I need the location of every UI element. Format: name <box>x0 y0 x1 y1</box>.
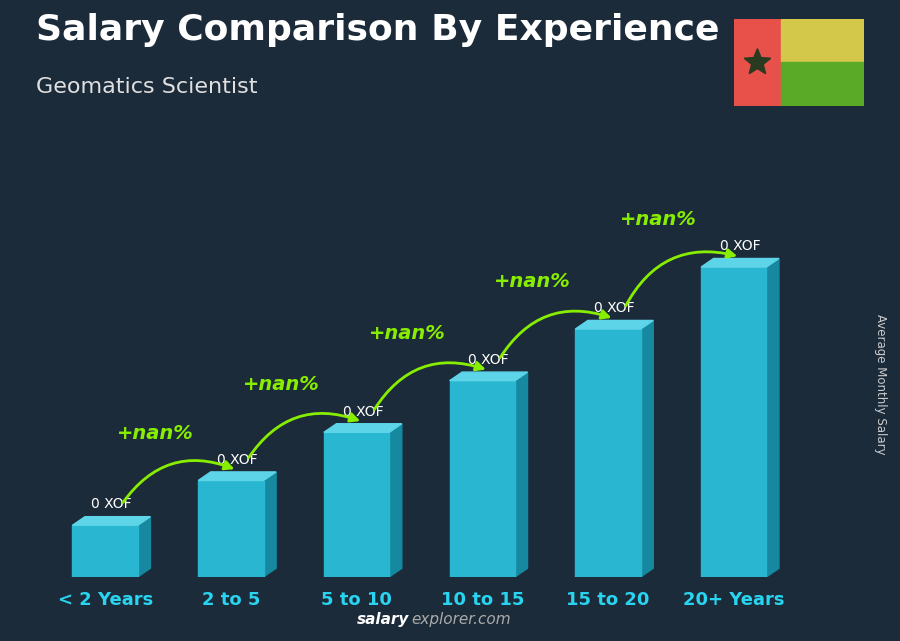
Text: 0 XOF: 0 XOF <box>91 497 131 512</box>
Polygon shape <box>767 258 779 577</box>
Text: +nan%: +nan% <box>243 376 320 394</box>
Polygon shape <box>138 517 150 577</box>
Text: Salary Comparison By Experience: Salary Comparison By Experience <box>36 13 719 47</box>
Text: 0 XOF: 0 XOF <box>594 301 634 315</box>
Polygon shape <box>198 472 276 481</box>
Text: +nan%: +nan% <box>620 210 697 229</box>
Bar <box>734 19 781 106</box>
Text: +nan%: +nan% <box>117 424 194 443</box>
Text: Average Monthly Salary: Average Monthly Salary <box>874 314 886 455</box>
Text: 0 XOF: 0 XOF <box>217 453 257 467</box>
Text: +nan%: +nan% <box>494 272 571 291</box>
Text: 0 XOF: 0 XOF <box>343 404 383 419</box>
Polygon shape <box>701 258 779 267</box>
Polygon shape <box>641 320 653 577</box>
Polygon shape <box>575 320 653 329</box>
Polygon shape <box>744 49 770 74</box>
Bar <box>701 267 767 577</box>
Polygon shape <box>390 424 401 577</box>
Text: 0 XOF: 0 XOF <box>720 239 760 253</box>
Text: Geomatics Scientist: Geomatics Scientist <box>36 77 257 97</box>
Polygon shape <box>450 372 527 381</box>
Text: explorer.com: explorer.com <box>411 612 511 627</box>
Text: +nan%: +nan% <box>368 324 446 343</box>
Polygon shape <box>73 517 150 525</box>
Text: 0 XOF: 0 XOF <box>468 353 508 367</box>
Bar <box>73 525 138 577</box>
Polygon shape <box>264 472 276 577</box>
Polygon shape <box>324 424 401 432</box>
Bar <box>575 329 641 577</box>
Bar <box>781 19 864 62</box>
Bar <box>324 432 390 577</box>
Polygon shape <box>515 372 527 577</box>
Bar <box>450 381 515 577</box>
Bar <box>781 62 864 106</box>
Text: salary: salary <box>357 612 410 627</box>
Bar <box>198 481 264 577</box>
